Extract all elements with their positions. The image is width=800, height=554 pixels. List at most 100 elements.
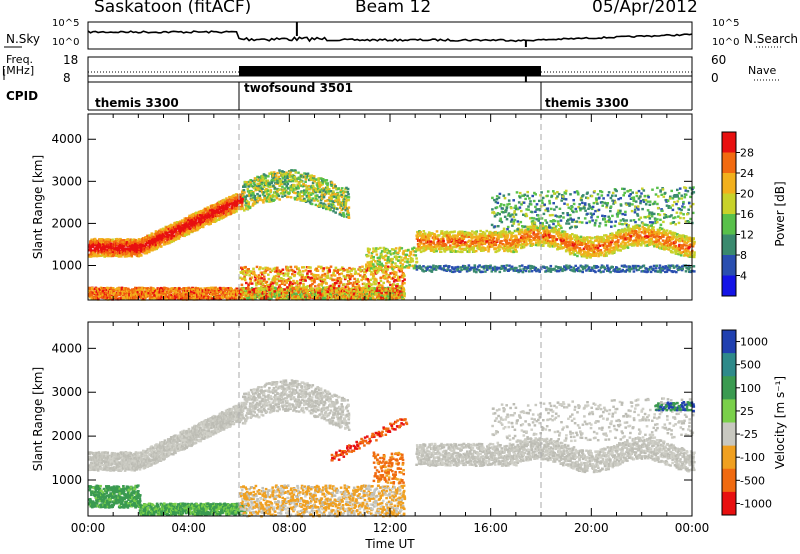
power-echo-cell (100, 241, 104, 244)
power-echo-cell (198, 211, 202, 214)
power-echo-cell (269, 190, 272, 194)
power-echo-cell (175, 223, 179, 226)
power-echo-cell (130, 288, 134, 291)
power-echo-cell (198, 218, 201, 221)
power-echo-cell (99, 244, 103, 247)
power-echo-cell (166, 234, 170, 237)
power-echo-cell (88, 249, 91, 252)
power-echo-cell (211, 210, 214, 213)
power-echo-cell (266, 189, 270, 192)
power-echo-cell (304, 172, 308, 176)
power-echo-cell (243, 183, 247, 186)
power-echo-cell (305, 194, 309, 197)
power-echo-cell (148, 250, 151, 254)
power-echo-cell (353, 267, 356, 271)
power-echo-cell (280, 287, 283, 291)
power-echo-cell (232, 195, 236, 198)
power-echo-cell (343, 283, 346, 286)
power-echo-cell (255, 290, 258, 293)
power-echo-cell (99, 294, 103, 298)
power-echo-cell (220, 203, 224, 206)
power-echo-cell (338, 211, 342, 214)
power-echo-cell (260, 181, 264, 184)
power-echo-cell (372, 272, 375, 275)
power-echo-cell (282, 171, 286, 174)
power-echo-cell (132, 295, 136, 298)
power-echo-cell (268, 200, 271, 203)
power-echo-cell (230, 198, 234, 202)
power-echo-cell (306, 172, 310, 175)
power-echo-cell (339, 189, 343, 192)
power-echo-cell (105, 288, 108, 292)
power-echo-cell (281, 180, 285, 184)
power-echo-cell (289, 196, 293, 199)
power-echo-cell (311, 287, 314, 290)
power-echo-cell (346, 190, 350, 194)
power-echo-cell (107, 287, 110, 290)
power-echo-cell (129, 247, 133, 251)
power-echo-cell (319, 201, 323, 205)
power-echo-cell (202, 209, 206, 212)
power-echo-cell (321, 197, 324, 200)
power-echo-cell (305, 176, 309, 179)
power-echo-cell (116, 254, 119, 257)
power-echo-cell (129, 238, 132, 241)
power-echo-cell (294, 177, 297, 180)
power-echo-cell (247, 268, 250, 271)
power-echo-cell (221, 199, 224, 203)
power-echo-cell (99, 293, 103, 296)
power-echo-cell (326, 290, 330, 293)
power-echo-cell (223, 198, 226, 202)
power-echo-cell (295, 281, 299, 284)
power-echo-cell (249, 179, 252, 182)
power-echo-cell (187, 232, 191, 235)
power-echo-cell (115, 294, 119, 297)
power-echo-cell (265, 197, 269, 200)
power-echo-cell (332, 186, 335, 190)
power-echo-cell (116, 243, 120, 246)
power-echo-cell (218, 200, 221, 204)
power-echo-cell (315, 198, 319, 201)
power-echo-cell (301, 185, 305, 188)
power-echo-cell (298, 195, 302, 198)
power-echo-cell (249, 194, 253, 197)
power-echo-cell (129, 293, 133, 297)
power-echo-cell (245, 194, 249, 197)
power-echo-cell (252, 267, 255, 270)
power-echo-cell (100, 288, 104, 291)
power-echo-cell (255, 185, 259, 188)
power-echo-cell (274, 174, 278, 177)
power-echo-cell (248, 194, 251, 198)
power-echo-cell (346, 207, 349, 210)
power-echo-cell (374, 282, 377, 286)
power-echo-cell (247, 185, 250, 188)
power-echo-cell (312, 176, 316, 180)
power-echo-cell (275, 195, 278, 198)
power-echo-cell (117, 255, 121, 258)
power-echo-cell (277, 188, 281, 191)
power-echo-cell (136, 290, 140, 294)
power-echo-cell (264, 179, 268, 183)
power-echo-cell (278, 198, 281, 201)
power-echo-cell (283, 172, 286, 176)
power-echo-cell (257, 195, 260, 198)
power-echo-cell (161, 240, 164, 244)
power-echo-cell (129, 240, 133, 243)
power-echo-cell (323, 193, 327, 196)
power-echo-cell (134, 295, 137, 299)
power-echo-cell (258, 290, 261, 293)
power-echo-cell (271, 282, 275, 285)
power-echo-cell (284, 189, 288, 192)
power-echo-cell (106, 296, 110, 299)
power-echo-cell (90, 249, 93, 252)
power-echo-cell (118, 251, 122, 255)
power-echo-cell (193, 229, 197, 232)
power-echo-cell (170, 240, 173, 243)
power-echo-cell (109, 298, 112, 301)
power-echo-cell (104, 240, 108, 244)
power-echo-cell (220, 210, 223, 213)
power-echo-cell (208, 209, 212, 212)
power-echo-cell (89, 294, 93, 297)
power-echo-cell (288, 186, 292, 190)
